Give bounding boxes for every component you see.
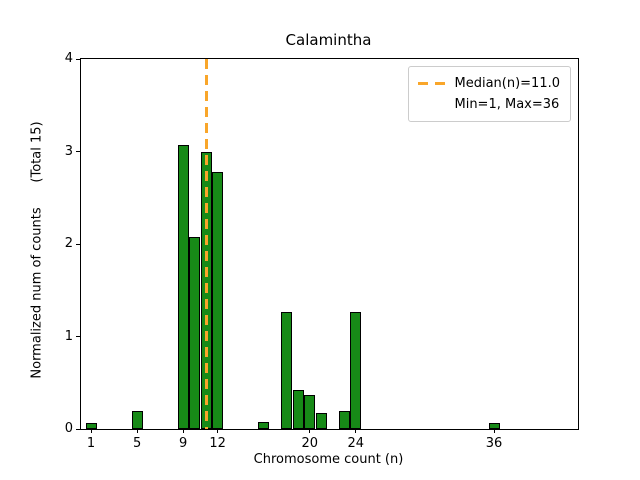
legend: Median(n)=11.0 Min=1, Max=36 [408, 66, 571, 122]
legend-swatch-spacer [418, 103, 445, 106]
legend-item-median: Median(n)=11.0 [418, 73, 560, 94]
y-tick-2 [76, 243, 80, 245]
x-tick-36 [493, 429, 495, 433]
y-tick-label-3: 3 [64, 143, 73, 159]
bar-n16 [258, 421, 270, 429]
x-tick-9 [182, 429, 184, 433]
bar-n36 [488, 422, 500, 429]
y-tick-label-4: 4 [64, 51, 73, 66]
x-tick-label-36: 36 [485, 436, 503, 451]
x-tick-label-1: 1 [86, 436, 96, 451]
x-tick-label-20: 20 [301, 436, 319, 451]
bar-n10 [189, 236, 201, 429]
legend-item-minmax: Min=1, Max=36 [418, 94, 560, 115]
x-tick-12 [217, 429, 219, 433]
y-tick-label-0: 0 [64, 421, 73, 436]
x-tick-1 [90, 429, 92, 433]
x-tick-label-12: 12 [209, 436, 226, 451]
x-tick-label-5: 5 [132, 436, 142, 451]
bar-n23 [338, 411, 350, 429]
plot-area: Median(n)=11.0 Min=1, Max=36 1 5 9 12 20 24 36… [65, 51, 579, 451]
y-axis-label: Normalized num of counts (Total 15) [29, 121, 45, 379]
bar-n20 [304, 394, 316, 429]
bar-n18 [281, 311, 293, 429]
median-dashed-line-swatch [418, 82, 446, 85]
bar-n9 [177, 145, 189, 429]
y-tick-1 [76, 336, 80, 337]
x-axis-label: Chromosome count (n) [253, 452, 404, 467]
x-tick-5 [136, 429, 138, 433]
bar-n21 [315, 413, 327, 429]
bar-n19 [292, 390, 304, 429]
bar-n5 [131, 411, 143, 429]
bar-n12 [212, 171, 224, 429]
x-tick-20 [309, 429, 311, 433]
y-tick-3 [76, 151, 80, 152]
chart-title: Calamintha [285, 31, 372, 49]
x-tick-label-24: 24 [347, 436, 365, 451]
y-tick-label-1: 1 [64, 328, 73, 344]
bar-n1 [85, 422, 97, 429]
y-tick-4 [76, 58, 80, 60]
legend-label-minmax: Min=1, Max=36 [454, 97, 560, 112]
median-line [204, 59, 208, 429]
x-tick-24 [355, 429, 357, 433]
y-tick-label-2: 2 [64, 236, 73, 251]
bar-n24 [350, 311, 362, 429]
y-tick-0 [76, 428, 80, 430]
x-tick-label-9: 9 [178, 436, 188, 451]
legend-label-median: Median(n)=11.0 [454, 76, 560, 91]
